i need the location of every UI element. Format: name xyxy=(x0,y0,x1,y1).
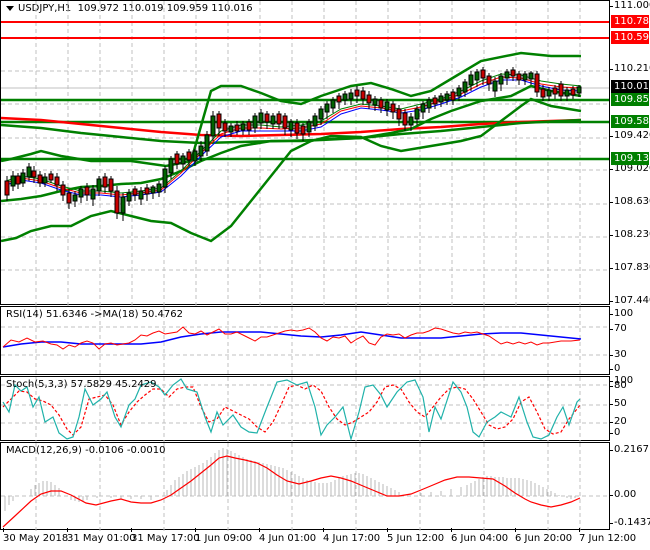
time-label: 31 May 01:00 xyxy=(67,528,136,544)
resistance-level-tag: 110.592 xyxy=(611,31,650,44)
rsi-label: RSI(14) 51.6346 ->MA(18) 50.4762 xyxy=(6,309,183,320)
chart-title: USDJPY,H1 109.972 110.019 109.959 110.01… xyxy=(6,3,253,14)
rsi-pane[interactable]: RSI(14) 51.6346 ->MA(18) 50.4762 xyxy=(0,306,610,376)
macd-pane[interactable]: MACD(12,26,9) -0.0106 -0.0010 xyxy=(0,442,610,531)
stoch-tick: 80 xyxy=(610,380,627,391)
macd-axis: 0.2167 0.00 -0.1437 xyxy=(609,442,650,530)
price-tick: 107.830 xyxy=(609,262,650,273)
time-label: 30 May 2018 xyxy=(3,528,69,544)
dropdown-arrow-icon[interactable] xyxy=(6,5,14,11)
rsi-plot xyxy=(1,307,609,376)
support-level-tag: 109.137 xyxy=(611,152,650,165)
price-chart-plot xyxy=(1,1,609,306)
macd-tick: 0.2167 xyxy=(610,444,649,455)
stochastic-plot xyxy=(1,377,609,442)
stochastic-label: Stoch(5,3,3) 57.5829 45.2429 xyxy=(6,379,157,390)
time-label: 5 Jun 12:00 xyxy=(387,528,445,544)
current-price-tag: 110.016 xyxy=(611,80,650,93)
stoch-tick: 0 xyxy=(609,427,621,438)
symbol-label: USDJPY,H1 xyxy=(18,3,72,14)
price-tick: 110.210 xyxy=(609,63,650,74)
rsi-tick: 100 xyxy=(609,308,634,319)
price-tick: 109.020 xyxy=(609,163,650,174)
rsi-tick: 30 xyxy=(610,349,627,360)
macd-plot xyxy=(1,443,609,531)
time-label: 4 Jun 17:00 xyxy=(323,528,381,544)
rsi-axis: 100 70 30 0 xyxy=(609,306,650,375)
stoch-tick: 100 xyxy=(609,375,634,386)
support-level-tag: 109.585 xyxy=(611,115,650,128)
price-tick: 108.630 xyxy=(609,196,650,207)
rsi-tick: 0 xyxy=(609,363,621,374)
price-tick: 109.420 xyxy=(609,130,650,141)
time-axis[interactable]: 30 May 2018 31 May 01:00 31 May 17:00 1 … xyxy=(0,528,650,550)
ohlc-values: 109.972 110.019 109.959 110.016 xyxy=(77,3,253,14)
macd-histogram xyxy=(4,448,576,511)
time-label: 31 May 17:00 xyxy=(131,528,200,544)
time-label: 4 Jun 01:00 xyxy=(259,528,317,544)
macd-tick: -0.1437 xyxy=(610,517,650,528)
price-axis[interactable]: 111.000 110.210 109.420 109.020 108.630 … xyxy=(609,0,650,306)
time-label: 1 Jun 09:00 xyxy=(195,528,253,544)
time-label: 6 Jun 20:00 xyxy=(515,528,573,544)
support-level-tag: 109.853 xyxy=(611,93,650,106)
stoch-tick: 20 xyxy=(610,416,627,427)
price-tick: 108.230 xyxy=(609,229,650,240)
stoch-tick: 50 xyxy=(610,398,627,409)
price-chart-pane[interactable]: USDJPY,H1 109.972 110.019 109.959 110.01… xyxy=(0,0,610,306)
time-label: 7 Jun 12:00 xyxy=(579,528,637,544)
resistance-level-tag: 110.781 xyxy=(611,15,650,28)
macd-label: MACD(12,26,9) -0.0106 -0.0010 xyxy=(6,445,166,456)
macd-tick: 0.00 xyxy=(609,489,637,500)
price-tick: 107.440 xyxy=(609,295,650,306)
time-label: 6 Jun 04:00 xyxy=(451,528,509,544)
rsi-tick: 70 xyxy=(610,323,627,334)
stochastic-axis: 100 80 50 20 0 xyxy=(609,375,650,441)
stochastic-pane[interactable]: Stoch(5,3,3) 57.5829 45.2429 xyxy=(0,376,610,442)
price-tick: 111.000 xyxy=(609,0,650,11)
